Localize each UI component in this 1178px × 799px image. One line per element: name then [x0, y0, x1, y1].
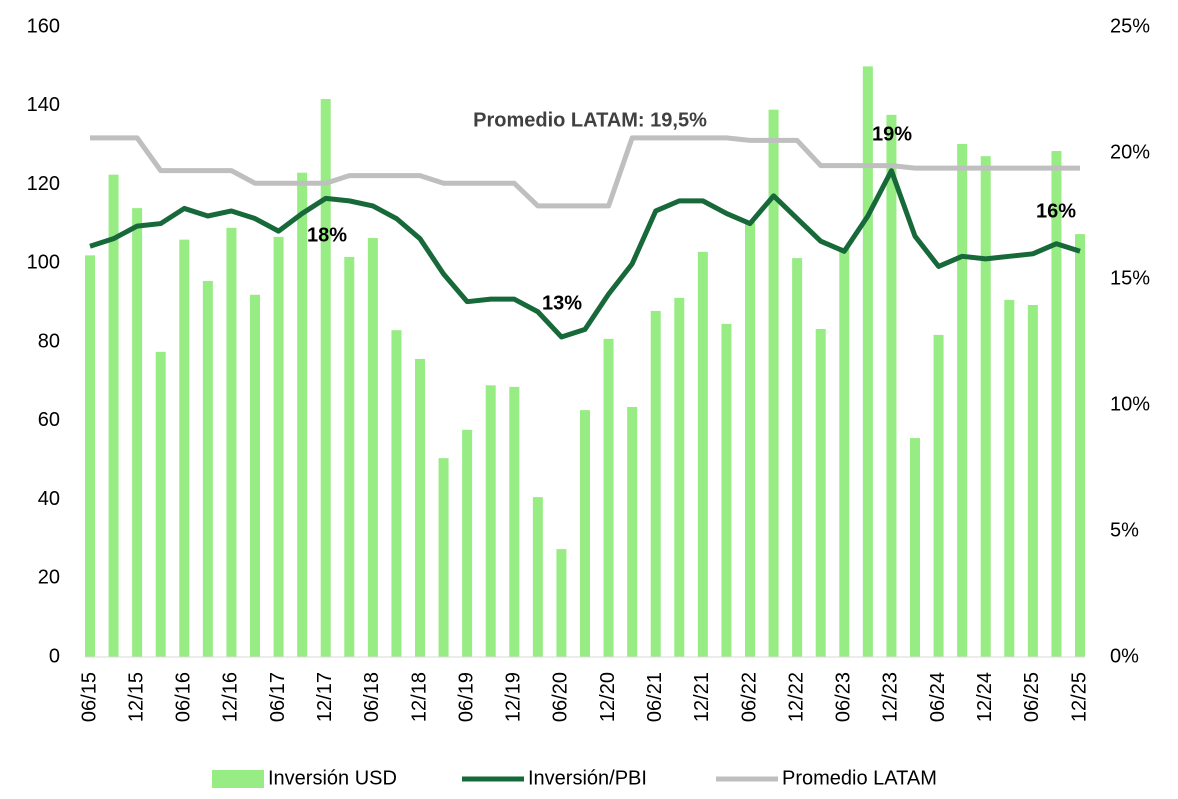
bar: [344, 256, 355, 657]
bar: [85, 255, 95, 657]
bar: [815, 329, 826, 657]
x-tick-label: 06/19: [455, 672, 477, 722]
y2-tick-label: 20%: [1110, 141, 1150, 163]
y2-tick-label: 15%: [1110, 267, 1150, 289]
x-tick-label: 06/21: [644, 672, 666, 722]
bar: [391, 330, 402, 657]
bar: [1027, 304, 1038, 657]
bar: [1051, 151, 1062, 657]
bar: [980, 156, 991, 657]
bar: [745, 221, 755, 657]
y-tick-label: 100: [27, 252, 60, 274]
x-tick-label: 12/22: [785, 672, 807, 722]
bar: [721, 323, 732, 657]
y-tick-label: 60: [38, 409, 60, 431]
bar: [910, 438, 920, 657]
y-tick-label: 20: [38, 567, 60, 589]
bar: [650, 310, 661, 657]
annotation: 18%: [307, 224, 347, 246]
x-tick-label: 06/22: [738, 672, 760, 722]
y-tick-label: 0: [49, 645, 60, 667]
bar: [768, 109, 779, 657]
bar: [674, 297, 685, 657]
bar: [886, 114, 897, 657]
x-tick-label: 06/23: [833, 672, 855, 722]
bar: [320, 99, 331, 657]
legend-label: Inversión/PBI: [528, 767, 647, 789]
bar: [580, 410, 590, 657]
legend-label: Inversión USD: [268, 767, 397, 789]
bar: [485, 385, 496, 657]
x-tick-label: 06/18: [361, 672, 383, 722]
bar: [462, 429, 473, 657]
x-tick-label: 06/20: [550, 672, 572, 722]
legend-label: Promedio LATAM: [782, 767, 937, 789]
bar: [155, 351, 166, 657]
bar: [179, 239, 190, 657]
x-tick-label: 06/17: [267, 672, 289, 722]
annotation: 13%: [542, 292, 582, 314]
x-tick-label: 12/20: [597, 672, 619, 722]
annotation: 19%: [872, 123, 912, 145]
x-tick-label: 12/18: [408, 672, 430, 722]
y-tick-label: 80: [38, 330, 60, 352]
x-tick-label: 06/15: [78, 672, 100, 722]
annotation: Promedio LATAM: 19,5%: [473, 109, 707, 131]
x-tick-label: 06/16: [173, 672, 195, 722]
bar: [509, 386, 520, 657]
bar: [603, 338, 614, 657]
y2-tick-label: 0%: [1110, 645, 1139, 667]
bar: [415, 358, 425, 657]
line: [90, 135, 1080, 209]
y-tick-label: 140: [27, 94, 60, 116]
bar: [297, 172, 308, 657]
bar: [108, 174, 119, 657]
x-tick-label: 12/25: [1068, 672, 1090, 722]
legend-swatch: [212, 770, 264, 788]
y-tick-label: 120: [27, 173, 60, 195]
bar: [1075, 234, 1085, 658]
x-tick-label: 12/23: [880, 672, 902, 722]
bar: [132, 208, 143, 657]
annotation: 16%: [1036, 200, 1076, 222]
x-tick-label: 06/24: [927, 672, 949, 722]
bar: [202, 280, 213, 657]
bar: [627, 406, 638, 657]
line: [89, 168, 1081, 340]
bar: [250, 294, 260, 657]
bar: [226, 227, 237, 657]
x-tick-label: 12/15: [125, 672, 147, 722]
bar: [697, 251, 708, 658]
x-tick-label: 12/16: [220, 672, 242, 722]
x-tick-label: 12/21: [691, 672, 713, 722]
bar: [933, 334, 944, 657]
x-tick-label: 06/25: [1021, 672, 1043, 722]
y-tick-label: 40: [38, 488, 60, 510]
bar: [862, 66, 873, 657]
bar: [957, 143, 968, 658]
y-tick-label: 160: [27, 15, 60, 37]
bar: [532, 497, 543, 657]
bar: [556, 549, 567, 657]
bar: [367, 238, 378, 658]
x-tick-label: 12/19: [503, 672, 525, 722]
bar: [273, 236, 284, 657]
y2-tick-label: 10%: [1110, 393, 1150, 415]
x-tick-label: 12/24: [974, 672, 996, 722]
y2-tick-label: 5%: [1110, 519, 1139, 541]
bar: [839, 247, 850, 657]
bar: [1004, 299, 1015, 657]
x-tick-label: 12/17: [314, 672, 336, 722]
y2-tick-label: 25%: [1110, 15, 1150, 37]
bar: [438, 458, 449, 657]
bar: [792, 258, 803, 657]
